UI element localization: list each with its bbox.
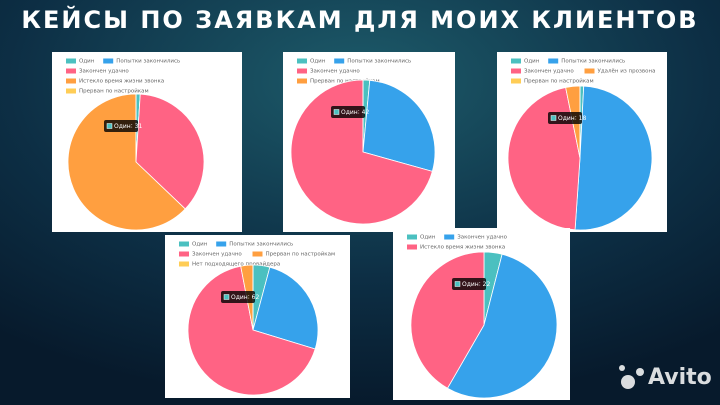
legend-swatch: [511, 58, 521, 64]
chart-panel: Один Попытки закончились Закончен удачно Пр…: [165, 235, 350, 398]
legend-label: Попытки закончились: [347, 59, 411, 65]
legend-label: Прерван по настройкам: [524, 78, 594, 85]
legend-label: Один: [420, 235, 436, 241]
tooltip: Один: 31: [104, 120, 142, 132]
legend-swatch: [297, 78, 307, 84]
tooltip-text: Один: 31: [114, 123, 142, 130]
pie-slice: [362, 79, 436, 172]
legend-swatch: [216, 241, 227, 247]
watermark: Avito: [619, 365, 712, 390]
legend-swatch: [444, 234, 455, 240]
legend-swatch: [511, 78, 521, 84]
chart-panel: Один Закончен удачно Истекло время жизни з…: [393, 228, 570, 400]
tooltip-box: [452, 278, 486, 290]
legend-swatch: [179, 261, 189, 267]
pie-slice: [135, 93, 205, 210]
legend-label: Прерван по настройкам: [79, 88, 149, 95]
tooltip: Один: 18: [548, 112, 586, 124]
tooltip-category: Один: [341, 109, 358, 116]
legend-swatch: [511, 68, 521, 74]
tooltip-text: Один: 42: [341, 109, 369, 116]
tooltip-text: Один: 62: [231, 294, 259, 301]
tooltip-swatch: [550, 115, 557, 121]
tooltip-category: Один: [558, 115, 575, 122]
tooltip-box: [221, 291, 255, 303]
tooltip-category: Один: [462, 281, 479, 288]
tooltip-swatch: [223, 294, 230, 300]
legend-swatch: [66, 88, 76, 94]
legend-label: Истекло время жизни звонка: [79, 79, 164, 85]
legend-label: Прерван по настройкам: [266, 251, 336, 258]
tooltip-swatch: [333, 109, 340, 115]
legend-label: Попытки закончились: [561, 59, 625, 65]
slide-title: КЕЙСЫ ПО ЗАЯВКАМ ДЛЯ МОИХ КЛИЕНТОВ: [21, 5, 698, 34]
tooltip-category: Один: [114, 123, 131, 130]
tooltip-text: Один: 18: [558, 115, 586, 122]
legend-label: Один: [79, 59, 95, 65]
watermark-text: Avito: [648, 365, 712, 390]
chart-panel: Один Попытки закончились Закончен удачно Уд…: [497, 52, 667, 232]
legend-swatch: [179, 241, 189, 247]
legend-label: Один: [310, 59, 326, 65]
legend-label: Прерван по настройкам: [310, 78, 380, 85]
legend-swatch: [297, 68, 307, 74]
legend-swatch: [334, 58, 345, 64]
legend-label: Нет подходящего провайдера: [192, 261, 280, 268]
legend-label: Закончен удачно: [457, 235, 507, 241]
legend-swatch: [66, 68, 76, 74]
legend-swatch: [584, 68, 595, 74]
tooltip: Один: 62: [221, 291, 259, 303]
pie-slice: [446, 253, 558, 399]
legend-label: Попытки закончились: [229, 242, 293, 248]
legend-swatch: [407, 234, 417, 240]
tooltip: Один: 42: [331, 106, 369, 118]
legend-swatch: [252, 251, 263, 257]
legend-label: Закончен удачно: [79, 69, 129, 75]
legend-label: Закончен удачно: [310, 69, 360, 75]
legend-label: Истекло время жизни звонка: [420, 245, 505, 251]
tooltip-box: [104, 120, 138, 132]
chart-panel: Один Попытки закончились Закончен удачно Пр…: [283, 52, 455, 232]
tooltip-value: 42: [362, 109, 370, 116]
legend-swatch: [548, 58, 559, 64]
tooltip: Один: 22: [452, 278, 490, 290]
pie-slice: [187, 265, 316, 396]
legend-swatch: [407, 244, 417, 250]
tooltip-value: 18: [579, 115, 587, 122]
tooltip-value: 22: [483, 281, 491, 288]
legend-swatch: [297, 58, 307, 64]
pie-slice: [252, 266, 319, 350]
legend-swatch: [179, 251, 189, 257]
tooltip-category: Один: [231, 294, 248, 301]
legend-label: Попытки закончились: [116, 59, 180, 65]
legend-label: Удалён из прозвона: [598, 69, 656, 75]
tooltip-swatch: [454, 281, 461, 287]
tooltip-box: [548, 112, 582, 124]
pie-slice: [574, 85, 653, 231]
tooltip-value: 62: [252, 294, 260, 301]
tooltip-text: Один: 22: [462, 281, 490, 288]
legend-swatch: [66, 78, 76, 84]
chart-panel: Один Попытки закончились Закончен удачно Ис…: [52, 52, 242, 232]
legend-swatch: [66, 58, 76, 64]
legend-label: Один: [192, 242, 208, 248]
tooltip-value: 31: [135, 123, 143, 130]
legend-label: Закончен удачно: [524, 69, 574, 75]
tooltip-box: [331, 106, 365, 118]
pie-slice: [67, 93, 186, 231]
legend-label: Один: [524, 59, 540, 65]
tooltip-swatch: [106, 123, 113, 129]
pie-slice: [290, 79, 433, 225]
legend-swatch: [103, 58, 114, 64]
legend-label: Закончен удачно: [192, 252, 242, 258]
